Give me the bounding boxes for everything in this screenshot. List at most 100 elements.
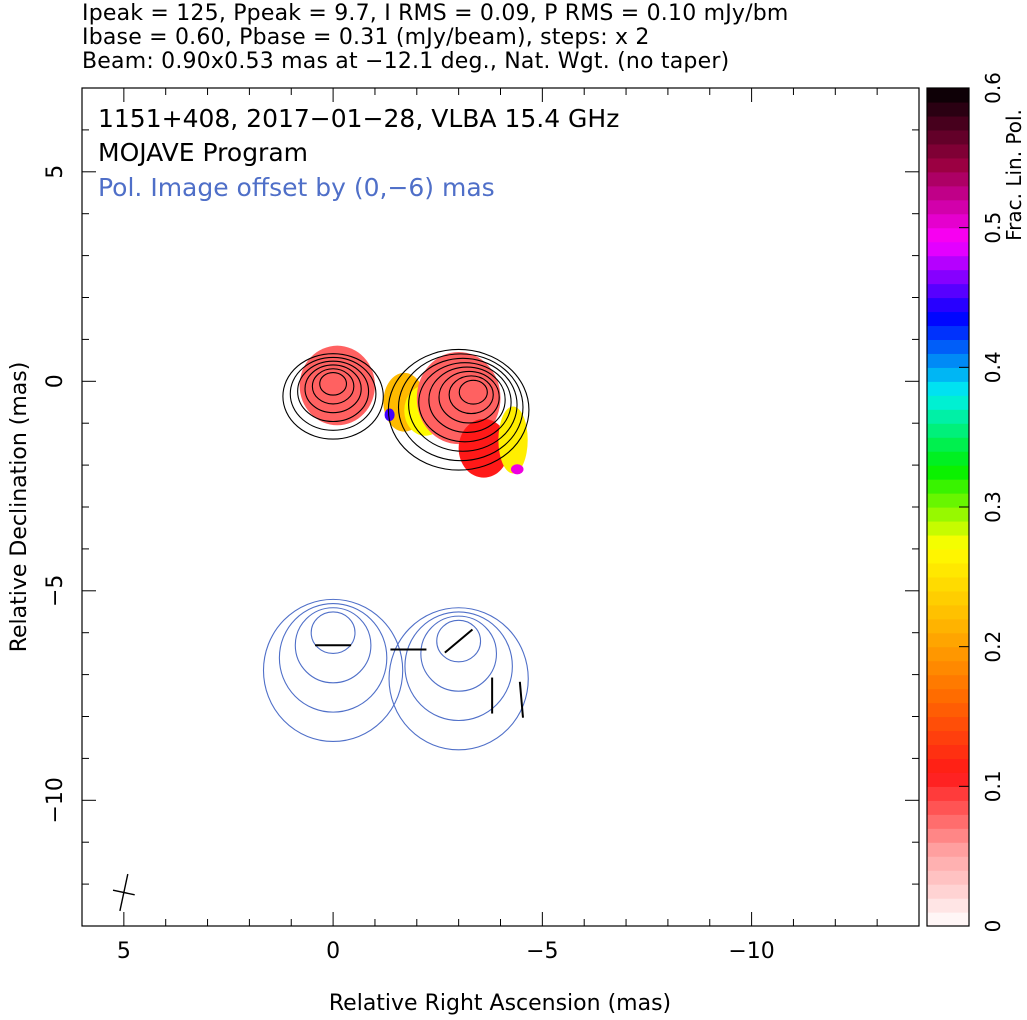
annotation-program: MOJAVE Program [98,138,308,167]
colorbar-segment [927,213,969,229]
intensity-contour [297,360,370,423]
x-tick-label: 5 [117,939,131,964]
intensity-contour [397,353,524,462]
colorbar-segment [927,758,969,773]
intensity-contour [282,353,384,440]
frac-pol-region [498,406,528,474]
colorbar-segment [927,199,969,215]
colorbar-segment [927,297,969,313]
x-axis-label: Relative Right Ascension (mas) [329,991,671,1016]
colorbar-segment [927,828,969,843]
header-beam-line: Beam: 0.90x0.53 mas at −12.1 deg., Nat. … [82,49,730,74]
colorbar-segment [927,143,969,159]
colorbar-segment [927,674,969,690]
colorbar-segment [927,604,969,620]
colorbar-segment [927,157,969,173]
intensity-contour [438,370,500,424]
colorbar-segment [927,562,969,578]
intensity-contour [408,357,518,452]
annotation-offset-note: Pol. Image offset by (0,−6) mas [98,173,495,202]
colorbar-segment [927,702,969,718]
colorbar-segment [927,842,969,857]
intensity-contour [458,379,488,405]
colorbar-segment [927,311,969,327]
colorbar-segment [927,814,969,829]
beam-cross-rot [112,873,135,912]
colorbar-segment [927,772,969,787]
colorbar-segment [927,423,969,438]
colorbar: 0 0.1 0.2 0.3 0.4 0.5 0.6 [927,72,1005,932]
colorbar-tick-label: 0.2 [981,631,1005,663]
polarization-contour [420,615,498,692]
colorbar-tick-label: 0.3 [981,491,1005,523]
colorbar-segment [927,688,969,704]
colorbar-frame [926,87,970,927]
polarization-contour [310,611,356,655]
y-tick-label: −10 [43,777,68,823]
header-base-steps-line: Ibase = 0.60, Pbase = 0.31 (mJy/beam), s… [82,25,650,50]
colorbar-segment [927,409,969,424]
colorbar-segment [927,381,969,396]
intensity-contour [387,348,530,471]
colorbar-tick-label: 0.6 [981,72,1005,104]
colorbar-tick-label: 0.4 [981,351,1005,383]
colorbar-segment [927,437,969,452]
polarization-contour [262,598,404,742]
colorbar-segment [927,618,969,634]
colorbar-segment [927,856,969,871]
intensity-contour [428,366,506,433]
x-tick-label: −10 [728,939,774,964]
colorbar-segment [927,367,969,382]
y-tick-label: −5 [43,575,68,607]
colorbar-tick-label: 0.5 [981,212,1005,244]
y-axis-label: Relative Declination (mas) [7,362,32,653]
colorbar-segment [927,520,969,536]
colorbar-segment [927,646,969,662]
colorbar-segment [927,88,969,103]
intensity-contour [311,368,355,405]
colorbar-segment [927,548,969,564]
colorbar-segment [927,325,969,340]
colorbar-segment [927,171,969,187]
colorbar-segment [927,730,969,746]
y-tick-label: 0 [43,374,68,388]
intensity-contour [289,356,377,431]
colorbar-segment [927,744,969,759]
evpa-vector [518,681,524,718]
axis-ticks: 5 0 −5 −10 5 0 −5 −10 [43,87,920,964]
polarization-contour [388,607,529,751]
polarization-contour [278,603,388,713]
x-tick-label: −5 [526,939,558,964]
beam-minor-axis [112,889,135,896]
colorbar-segment [927,800,969,815]
colorbar-segment [927,884,969,899]
map-statistics-header: Ipeak = 125, Ppeak = 9.7, I RMS = 0.09, … [82,2,1022,74]
y-tick-label: 5 [43,165,68,179]
colorbar-segment [927,716,969,732]
polarization-contour [436,619,482,663]
beam-ellipse-cross [112,873,135,912]
colorbar-segment [927,395,969,410]
frac-pol-region [384,408,395,422]
total-intensity-contours [282,348,530,471]
colorbar-tick-label: 0.1 [981,770,1005,802]
x-tick-label: 0 [326,939,340,964]
polarization-contour [404,611,513,722]
colorbar-segment [927,590,969,606]
colorbar-segment [927,507,969,522]
colorbar-segment [927,227,969,243]
intensity-contour [448,375,494,415]
evpa-vectors [315,628,524,718]
fractional-polarization-image [299,345,528,478]
colorbar-segment [927,912,969,927]
colorbar-segment [927,898,969,913]
polarized-intensity-contours [262,598,529,751]
colorbar-segment [927,339,969,354]
colorbar-segment [927,115,969,131]
colorbar-segment [927,185,969,201]
colorbar-segment [927,255,969,271]
intensity-contour [319,371,348,396]
colorbar-segment [927,451,969,466]
colorbar-segment [927,129,969,145]
